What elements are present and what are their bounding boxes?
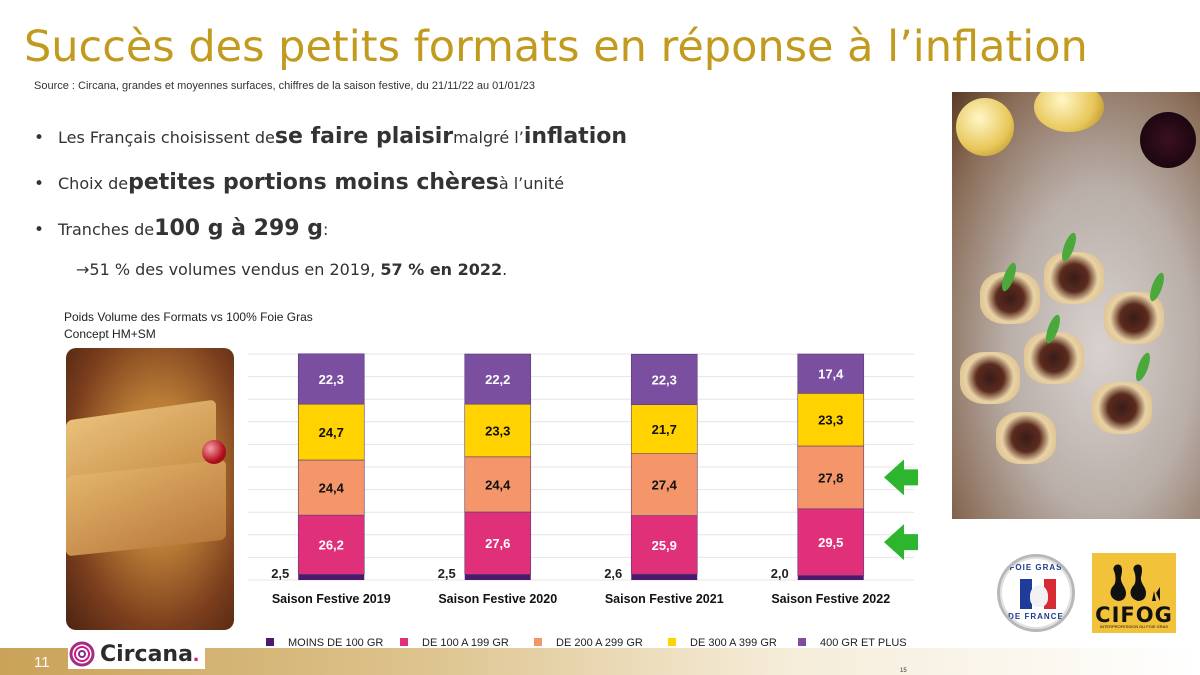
bullet-dot-icon: •: [34, 220, 45, 240]
legend-swatch: [534, 638, 542, 646]
bar-segment: [297, 353, 365, 405]
bullet-dot-icon: •: [34, 174, 45, 194]
bar-segment: [631, 574, 698, 580]
data-label: 2,6: [604, 566, 622, 581]
bar-segment: [464, 403, 532, 458]
circana-ring-icon: [69, 641, 95, 667]
bar-segment: [630, 453, 698, 516]
bullet-text: 100 g à 299 g: [154, 216, 323, 241]
bullet-text: Les Français choisissent de: [58, 128, 275, 147]
data-label: 22,2: [485, 372, 510, 387]
data-label: 22,3: [319, 372, 344, 387]
foie-gras-slices-photo: [66, 348, 234, 630]
legend-label: DE 200 A 299 GR: [556, 637, 643, 649]
bullet-text: Choix de: [58, 174, 129, 193]
legend-label: 400 GR ET PLUS: [820, 637, 907, 649]
legend-label: MOINS DE 100 GR: [288, 637, 383, 649]
data-label: 29,5: [818, 535, 843, 550]
goose-icon: [1030, 585, 1048, 607]
cifog-logo-name: CIFOG: [1095, 603, 1173, 627]
bullet-text: à l’unité: [498, 174, 565, 193]
bar-segment: [464, 456, 532, 513]
bar-segment: [630, 353, 698, 405]
bullet-text: :: [322, 220, 329, 239]
bullet-text: Tranches de: [58, 220, 155, 239]
cifog-logo: CIFOG INTERPROFESSION DU FOIE GRAS: [1092, 553, 1176, 633]
chart-caption-line1: Poids Volume des Formats vs 100% Foie Gr…: [64, 310, 313, 324]
bar-segment: [797, 575, 864, 580]
data-label: 27,8: [818, 470, 843, 485]
data-label: 23,3: [818, 413, 843, 428]
legend-label: DE 300 A 399 GR: [690, 637, 777, 649]
data-label: 27,6: [485, 536, 510, 551]
legend-label: DE 100 A 199 GR: [422, 637, 509, 649]
legend-swatch: [798, 638, 806, 646]
fgf-logo-bottom-text: DE FRANCE: [1008, 612, 1064, 621]
legend-swatch: [400, 638, 408, 646]
bullet-text: malgré l’: [453, 128, 524, 147]
geese-icon: [1110, 564, 1160, 601]
x-tick-label: Saison Festive 2019: [272, 592, 391, 606]
x-tick-label: Saison Festive 2021: [605, 592, 724, 606]
bar-segment: [464, 574, 531, 580]
foie-gras-toasts-photo: [952, 92, 1200, 519]
x-tick-label: Saison Festive 2022: [771, 592, 890, 606]
arrow-icon: →: [76, 260, 90, 279]
page-title: Succès des petits formats en réponse à l…: [24, 22, 1088, 72]
highlight-arrow-icon: [884, 459, 918, 496]
bar-segment: [297, 403, 365, 461]
data-label: 26,2: [319, 538, 344, 553]
data-label: 2,5: [271, 566, 289, 581]
highlight-arrow-icon: [884, 524, 918, 561]
bullet-text: se faire plaisir: [274, 124, 454, 149]
data-label: 24,4: [319, 481, 345, 496]
sub-bullet: →51 % des volumes vendus en 2019, 57 % e…: [76, 260, 507, 279]
chart-caption-line2: Concept HM+SM: [64, 327, 156, 341]
cifog-logo-tagline: INTERPROFESSION DU FOIE GRAS: [1099, 624, 1168, 629]
page-number: 15: [900, 668, 907, 674]
source-note: Source : Circana, grandes et moyennes su…: [34, 80, 536, 92]
data-label: 22,3: [652, 372, 677, 387]
bullet-text: petites portions moins chères: [128, 170, 499, 195]
bar-segment: [630, 515, 698, 575]
data-label: 17,4: [818, 367, 844, 382]
bar-segment: [297, 514, 365, 575]
bar-segment: [797, 445, 865, 510]
data-label: 21,7: [652, 422, 677, 437]
circana-logo: Circana.: [68, 639, 206, 669]
foie-gras-de-france-logo: FOIE GRAS DE FRANCE: [997, 554, 1075, 632]
bullet-dot-icon: •: [34, 128, 45, 148]
bullet-item: • Tranches de 100 g à 299 g :: [34, 216, 627, 262]
bar-segment: [297, 459, 365, 516]
bullet-item: • Les Français choisissent de se faire pl…: [34, 124, 627, 170]
sub-bullet-text: 51 % des volumes vendus en 2019,: [89, 260, 381, 279]
bar-segment: [630, 404, 698, 454]
x-tick-label: Saison Festive 2020: [438, 592, 557, 606]
data-label: 2,0: [771, 566, 789, 581]
chart-caption: Poids Volume des Formats vs 100% Foie Gr…: [64, 309, 313, 343]
data-label: 27,4: [652, 478, 678, 493]
bullet-list: • Les Français choisissent de se faire pl…: [34, 124, 627, 262]
bullet-item: • Choix de petites portions moins chères …: [34, 170, 627, 216]
circana-logo-text: Circana: [100, 641, 193, 667]
legend-swatch: [266, 638, 274, 646]
bar-segment: [298, 574, 365, 580]
fgf-logo-top-text: FOIE GRAS: [1009, 563, 1063, 572]
slide-number: 11: [34, 654, 50, 671]
data-label: 2,5: [438, 566, 456, 581]
bar-segment: [797, 353, 865, 394]
stacked-bar-chart: 2,5 26,2 24,4 24,7 22,3 Saison Festive 2019 2,…: [248, 353, 918, 649]
bullet-text: inflation: [523, 124, 628, 149]
bar-segment: [797, 508, 865, 576]
sub-bullet-end: .: [502, 260, 508, 279]
data-label: 25,9: [652, 538, 677, 553]
data-label: 24,4: [485, 477, 511, 492]
bar-segment: [464, 353, 532, 405]
sub-bullet-bold: 57 % en 2022: [380, 260, 503, 279]
legend-swatch: [668, 638, 676, 646]
data-label: 23,3: [485, 424, 510, 439]
bar-segment: [464, 511, 532, 575]
data-label: 24,7: [319, 425, 344, 440]
bar-segment: [797, 393, 865, 447]
